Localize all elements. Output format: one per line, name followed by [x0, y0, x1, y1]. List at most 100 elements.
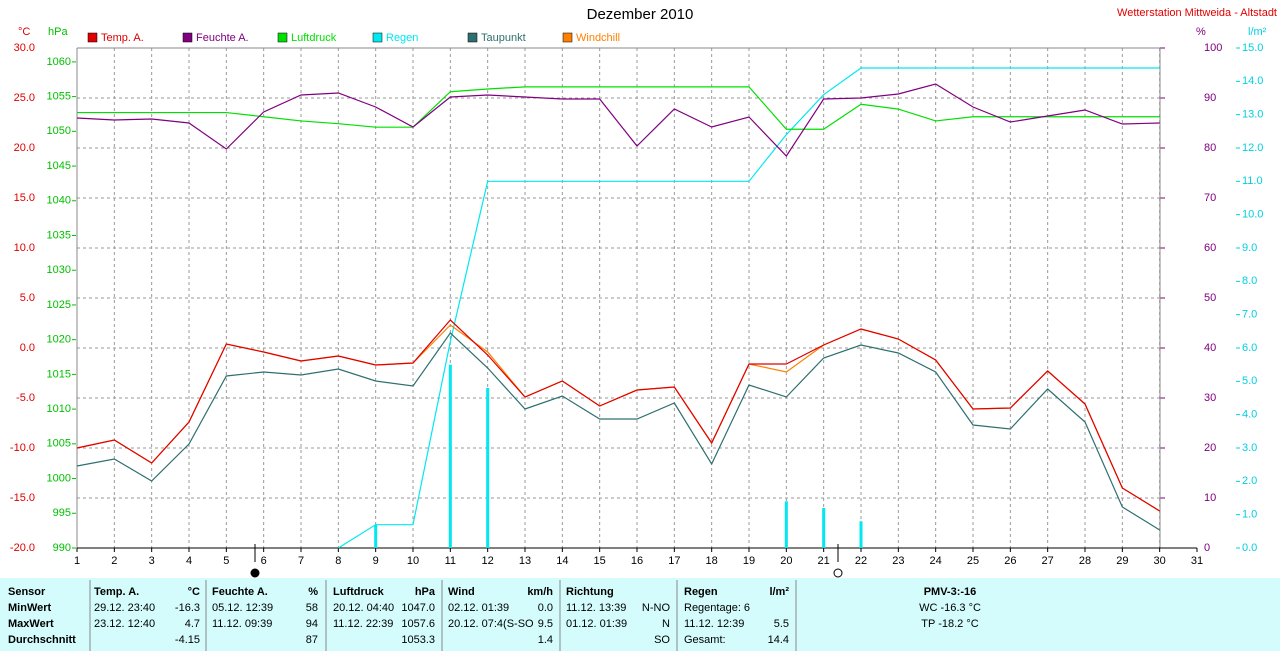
y3-tick-label: 20: [1204, 442, 1216, 454]
table-header: km/h: [527, 586, 553, 598]
table-cell: 11.12. 12:39: [684, 618, 744, 630]
x-tick-label: 31: [1191, 555, 1203, 567]
table-cell: 29.12. 23:40: [94, 602, 155, 614]
y2-tick-label: 990: [53, 542, 71, 554]
y-tick-label: 0.0: [20, 342, 35, 354]
y3-tick-label: 40: [1204, 342, 1216, 354]
table-header: Sensor: [8, 586, 46, 598]
y-tick-label: -15.0: [10, 492, 35, 504]
table-cell: 4.7: [185, 618, 200, 630]
y3-tick-label: 70: [1204, 192, 1216, 204]
x-tick-label: 25: [967, 555, 979, 567]
y2-tick-label: 1060: [47, 56, 71, 68]
legend-swatch: [372, 32, 383, 43]
x-tick-label: 20: [780, 555, 792, 567]
table-cell: 5.5: [774, 618, 789, 630]
table-cell: 1053.3: [401, 634, 435, 646]
row-label: MinWert: [8, 602, 52, 614]
y-tick-label: -5.0: [16, 392, 35, 404]
y4-tick-label: 10.0: [1242, 209, 1263, 221]
x-tick-label: 11: [445, 555, 456, 567]
rain-bar: [784, 501, 788, 548]
table-cell: 1057.6: [401, 618, 435, 630]
x-tick-label: 8: [335, 555, 341, 567]
table-cell: 14.4: [768, 634, 789, 646]
table-header: Richtung: [566, 586, 614, 598]
x-tick-label: 29: [1116, 555, 1128, 567]
x-tick-label: 1: [74, 555, 80, 567]
x-tick-label: 3: [149, 555, 155, 567]
x-tick-label: 5: [223, 555, 229, 567]
x-tick-label: 22: [855, 555, 867, 567]
legend-swatch: [182, 32, 193, 43]
x-tick-label: 27: [1042, 555, 1054, 567]
table-header: Regen: [684, 586, 718, 598]
series-line: [76, 83, 1160, 157]
y4-tick-label: 15.0: [1242, 42, 1263, 54]
x-tick-label: 28: [1079, 555, 1091, 567]
table-cell: N-NO: [642, 602, 671, 614]
rain-bar: [374, 524, 378, 548]
table-cell: 11.12. 13:39: [566, 602, 626, 614]
rain-bar: [486, 388, 490, 548]
x-tick-label: 16: [631, 555, 643, 567]
x-tick-label: 7: [298, 555, 304, 567]
y2-tick-label: 1005: [47, 438, 71, 450]
moon-icon: [250, 568, 260, 578]
table-cell: 9.5: [538, 618, 553, 630]
series-line: [77, 86, 1160, 130]
table-cell: Regentage: 6: [684, 602, 750, 614]
table-cell: 1047.0: [401, 602, 435, 614]
table-cell: 94: [306, 618, 318, 630]
y-tick-label: 30.0: [14, 42, 35, 54]
legend-label: Regen: [386, 32, 418, 44]
table-cell: N: [662, 618, 670, 630]
x-tick-label: 23: [892, 555, 904, 567]
y4-tick-label: 2.0: [1242, 475, 1257, 487]
y4-tick-label: 0.0: [1242, 542, 1257, 554]
series-line: [76, 319, 1160, 512]
rain-bar: [859, 521, 863, 548]
y4-tick-label: 5.0: [1242, 375, 1257, 387]
y2-tick-label: 1030: [47, 264, 71, 276]
legend-swatch: [87, 32, 98, 43]
series-line: [76, 332, 1160, 531]
y2-tick-label: 1015: [47, 368, 71, 380]
y4-tick-label: 4.0: [1242, 409, 1257, 421]
legend-swatch: [277, 32, 288, 43]
y-tick-label: 20.0: [14, 142, 35, 154]
table-cell: 0.0: [538, 602, 553, 614]
table-header: °C: [188, 586, 200, 598]
table-cell: 01.12. 01:39: [566, 618, 627, 630]
table-cell: TP -18.2 °C: [921, 618, 978, 630]
table-cell: WC -16.3 °C: [919, 602, 981, 614]
y4-tick-label: 8.0: [1242, 275, 1257, 287]
x-tick-label: 17: [668, 555, 680, 567]
table-cell: SO: [654, 634, 670, 646]
y2-unit: hPa: [48, 26, 68, 38]
table-cell: 05.12. 12:39: [212, 602, 273, 614]
y4-tick-label: 13.0: [1242, 109, 1263, 121]
y4-tick-label: 6.0: [1242, 342, 1257, 354]
rain-bar: [822, 508, 826, 548]
series-line: [338, 67, 1160, 549]
x-tick-label: 18: [706, 555, 718, 567]
table-cell: -16.3: [175, 602, 200, 614]
table-bg: [0, 578, 1280, 651]
x-tick-label: 4: [186, 555, 192, 567]
legend-label: Taupunkt: [481, 32, 526, 44]
y4-tick-label: 9.0: [1242, 242, 1257, 254]
y4-tick-label: 14.0: [1242, 75, 1263, 87]
legend-swatch: [562, 32, 573, 43]
x-tick-label: 6: [261, 555, 267, 567]
y2-tick-label: 1040: [47, 195, 71, 207]
table-cell: 02.12. 01:39: [448, 602, 509, 614]
y-tick-label: 15.0: [14, 192, 35, 204]
y-tick-label: 25.0: [14, 92, 35, 104]
y4-tick-label: 11.0: [1242, 175, 1263, 187]
y3-tick-label: 10: [1204, 492, 1216, 504]
y3-tick-label: 0: [1204, 542, 1210, 554]
row-label: Durchschnitt: [8, 634, 76, 646]
y4-tick-label: 7.0: [1242, 309, 1257, 321]
station-name: Wetterstation Mittweida - Altstadt: [1117, 7, 1277, 19]
